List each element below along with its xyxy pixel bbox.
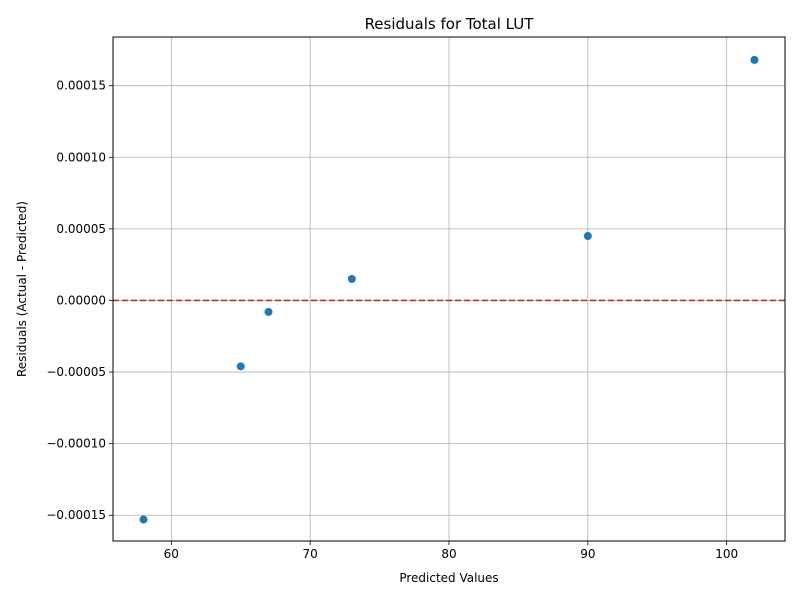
data-point [750,55,759,64]
y-tick-label: −0.00010 [46,437,106,451]
data-point [264,307,273,316]
x-tick-label: 80 [441,547,456,561]
y-axis-label: Residuals (Actual - Predicted) [15,201,29,377]
data-point [347,274,356,283]
chart-title: Residuals for Total LUT [365,15,535,33]
y-tick-label: 0.00000 [56,293,106,307]
x-tick-label: 90 [580,547,595,561]
x-ticks: 60 70 80 90 100 [164,541,738,561]
x-tick-label: 60 [164,547,179,561]
x-tick-label: 70 [303,547,318,561]
y-tick-label: 0.00015 [56,79,106,93]
points-layer [139,55,759,524]
x-axis-label: Predicted Values [399,571,498,585]
x-tick-label: 100 [715,547,738,561]
y-tick-label: 0.00010 [56,150,106,164]
data-point [236,362,245,371]
grid [113,37,785,541]
y-tick-label: −0.00015 [46,508,106,522]
data-point [139,515,148,524]
y-tick-label: 0.00005 [56,222,106,236]
data-point [583,232,592,241]
y-tick-label: −0.00005 [46,365,106,379]
y-ticks: −0.00015 −0.00010 −0.00005 0.00000 0.00005 0.… [46,79,113,522]
